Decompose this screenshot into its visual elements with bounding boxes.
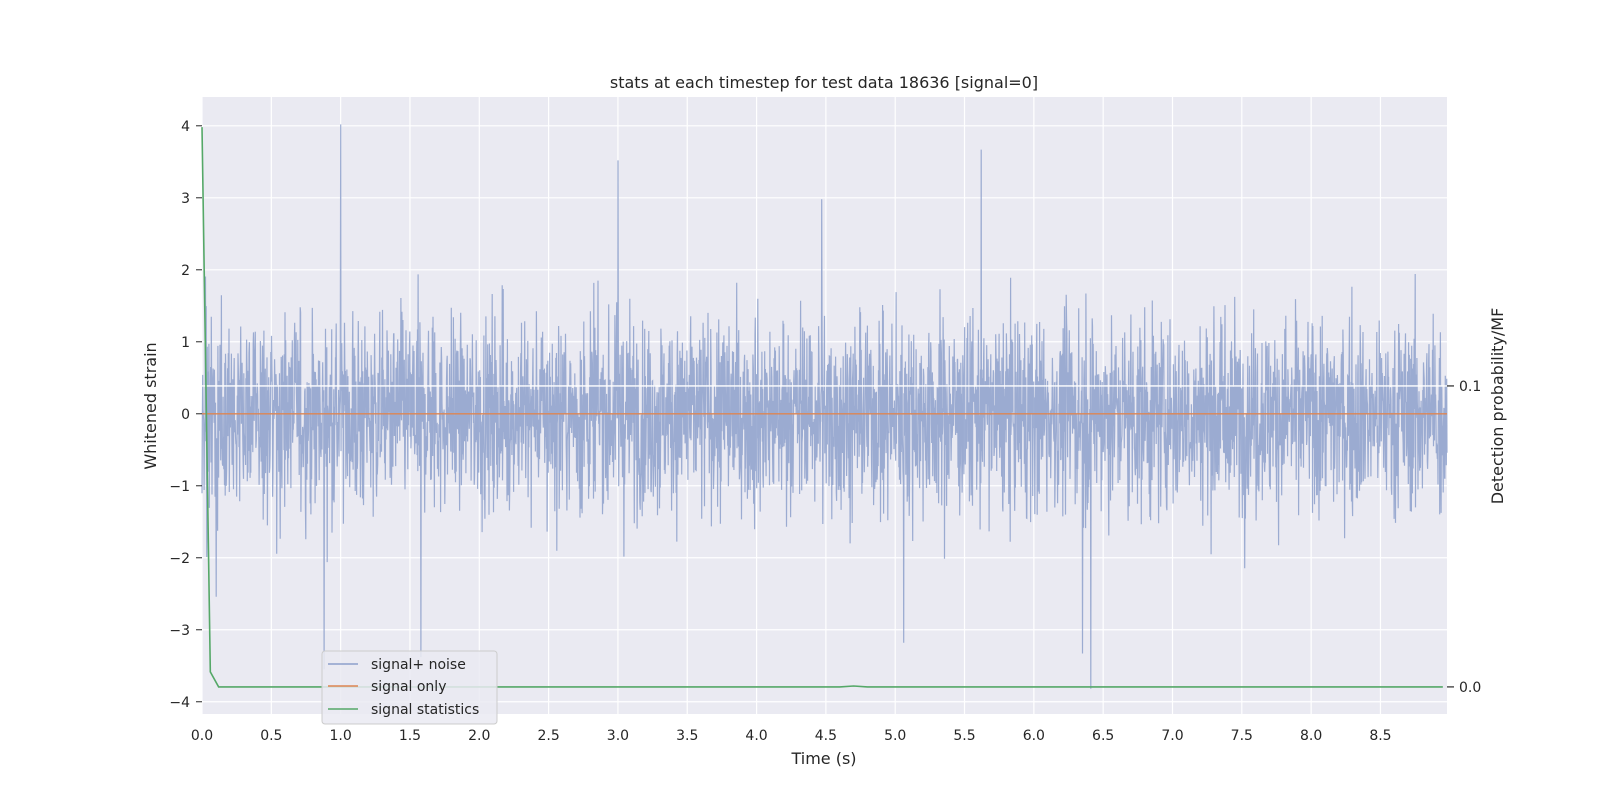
x-tick-label: 8.0 [1300,728,1322,744]
series-signal-statistics [201,127,1443,688]
y-axis-ticks: 4 3 2 1 0 −1 −2 −3 −4 [169,119,202,711]
y2-axis-ticks: 0.1 0.0 [1447,379,1481,696]
series-line-signal-statistics [201,127,1443,688]
x-tick-label: 8.5 [1369,728,1391,744]
y-tick-label: −3 [169,623,190,639]
y-tick-label: 3 [181,191,190,207]
x-tick-label: 0.5 [260,728,282,744]
x-axis-ticks: 0.0 0.5 1.0 1.5 2.0 2.5 3.0 3.5 4.0 4.5 5.0 5.5 6.0 6… [191,728,1392,744]
x-tick-label: 5.0 [884,728,906,744]
y-tick-label: 2 [181,263,190,279]
x-tick-label: 4.5 [815,728,837,744]
legend: signal+ noise signal only signal statist… [321,650,498,725]
legend-label-noise: signal+ noise [371,657,466,673]
x-tick-label: 1.0 [330,728,352,744]
x-tick-label: 0.0 [191,728,213,744]
x-tick-label: 7.5 [1231,728,1253,744]
x-tick-label: 5.5 [953,728,975,744]
x-tick-label: 7.0 [1161,728,1183,744]
legend-label-stats: signal statistics [371,702,479,718]
y2-axis-title: Detection probability/MF [1488,308,1507,505]
y-tick-label: 1 [181,335,190,351]
series-signal-noise [201,124,1448,689]
x-tick-label: 6.0 [1023,728,1045,744]
y-tick-label: −4 [169,695,190,711]
y2-tick-label: 0.1 [1459,379,1481,395]
chart-title: stats at each timestep for test data 186… [610,73,1038,92]
legend-box [321,650,498,725]
y-tick-label: −2 [169,551,190,567]
x-axis-title: Time (s) [790,749,856,768]
x-tick-label: 4.0 [745,728,767,744]
legend-label-signal: signal only [371,679,446,695]
x-tick-label: 2.0 [468,728,490,744]
y-tick-label: −1 [169,479,190,495]
y-tick-label: 0 [181,407,190,423]
series-line-signal-noise [201,124,1448,689]
x-tick-label: 2.5 [537,728,559,744]
y-axis-title: Whitened strain [141,342,160,469]
x-tick-label: 3.5 [676,728,698,744]
x-tick-label: 1.5 [399,728,421,744]
x-tick-label: 6.5 [1092,728,1114,744]
y-tick-label: 4 [181,119,190,135]
y2-tick-label: 0.0 [1459,680,1481,696]
x-tick-label: 3.0 [607,728,629,744]
